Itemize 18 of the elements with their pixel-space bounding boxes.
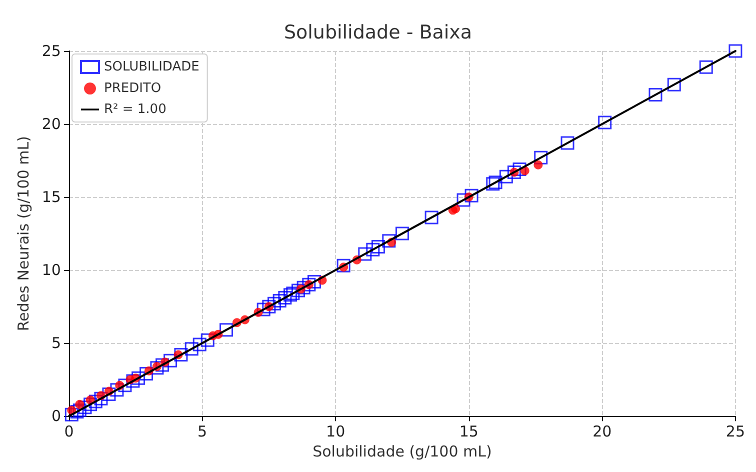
y-tick-label: 15 [42,188,61,206]
y-tick-label: 25 [42,42,61,60]
y-axis-title: Redes Neurais (g/100 mL) [14,136,32,332]
x-tick-label: 5 [198,422,208,441]
legend-label: SOLUBILIDADE [104,60,200,74]
x-tick-label: 0 [64,422,74,441]
y-tick-label: 0 [51,407,61,426]
x-tick-label: 10 [326,422,346,441]
x-axis-title: Solubilidade (g/100 mL) [312,442,492,460]
y-tick-label: 10 [42,261,61,280]
y-tick-label: 20 [42,115,61,134]
x-tick-label: 15 [459,422,478,441]
legend-label: R² = 1.00 [104,102,166,117]
chart-title: Solubilidade - Baixa [284,22,472,44]
y-tick-label: 5 [51,334,61,352]
x-tick-label: 25 [726,422,746,441]
x-tick-label: 20 [592,422,612,441]
legend-label: PREDITO [104,81,162,96]
